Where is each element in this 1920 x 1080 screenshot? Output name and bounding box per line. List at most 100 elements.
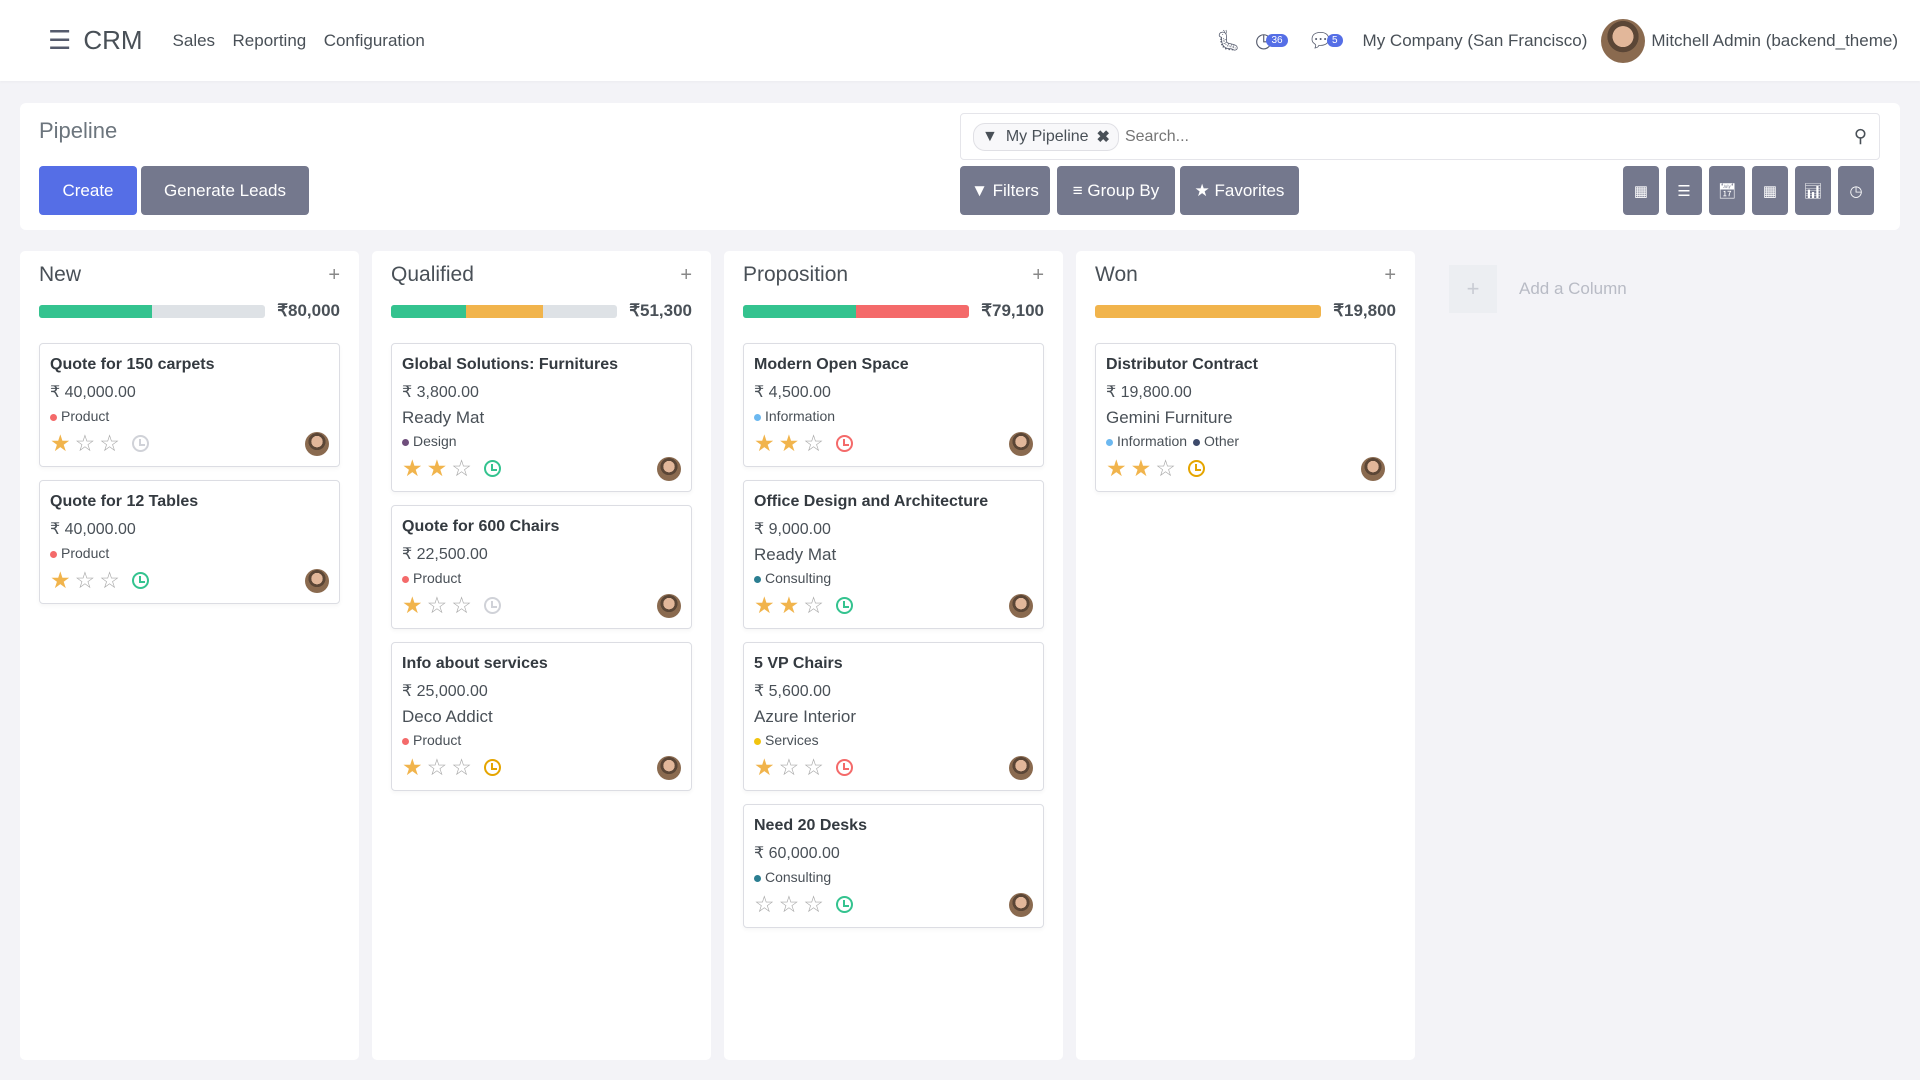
group-by-button[interactable]: ≡ Group By: [1057, 166, 1175, 215]
kanban-card[interactable]: Info about services ₹ 25,000.00 Deco Addi…: [391, 642, 692, 791]
card-tag: Other: [1193, 433, 1239, 449]
kanban-card[interactable]: 5 VP Chairs ₹ 5,600.00 Azure Interior Serv…: [743, 642, 1044, 791]
priority-star-icon[interactable]: ★: [754, 429, 775, 456]
priority-star-icon[interactable]: ☆: [803, 753, 824, 780]
progress-segment[interactable]: [391, 304, 466, 318]
quick-create-plus-icon[interactable]: +: [1032, 263, 1044, 286]
kanban-card[interactable]: Need 20 Desks ₹ 60,000.00 Consulting ☆ ☆ ☆: [743, 804, 1044, 928]
priority-star-icon[interactable]: ☆: [426, 591, 448, 618]
priority-star-icon[interactable]: ☆: [99, 566, 120, 593]
user-avatar[interactable]: [1601, 18, 1646, 63]
view-kanban-button[interactable]: ▦: [1623, 166, 1659, 215]
column-title[interactable]: Won: [1095, 263, 1138, 286]
quick-create-plus-icon[interactable]: +: [1384, 263, 1396, 286]
priority-star-icon[interactable]: ★: [754, 591, 775, 618]
activity-clock-icon[interactable]: [483, 596, 501, 614]
priority-star-icon[interactable]: ★: [50, 429, 71, 456]
menu-reporting[interactable]: Reporting: [232, 30, 307, 50]
favorites-button[interactable]: ★ Favorites: [1180, 166, 1299, 215]
menu-icon[interactable]: ☰: [48, 25, 72, 55]
progress-segment[interactable]: [1095, 304, 1322, 318]
search-input[interactable]: [1124, 127, 1854, 146]
kanban-card[interactable]: Quote for 600 Chairs ₹ 22,500.00 Product ★…: [391, 505, 692, 629]
priority-star-icon[interactable]: ☆: [803, 591, 824, 618]
kanban-card[interactable]: Global Solutions: Furnitures ₹ 3,800.00 R…: [391, 343, 692, 492]
company-switcher[interactable]: My Company (San Francisco): [1362, 30, 1588, 50]
activity-clock-icon[interactable]: [835, 895, 853, 913]
priority-star-icon[interactable]: ★: [754, 753, 775, 780]
card-amount: ₹ 4,500.00: [754, 384, 831, 401]
column-progress-bar[interactable]: [391, 304, 618, 318]
view-graph-button[interactable]: 📊︎: [1795, 166, 1831, 215]
priority-star-icon[interactable]: ★: [50, 566, 71, 593]
priority-star-icon[interactable]: ☆: [1155, 454, 1176, 481]
kanban-card[interactable]: Office Design and Architecture ₹ 9,000.0…: [743, 480, 1044, 629]
quick-create-plus-icon[interactable]: +: [680, 263, 692, 286]
view-calendar-button[interactable]: 📅︎: [1709, 166, 1745, 215]
priority-star-icon[interactable]: ★: [778, 429, 800, 456]
priority-star-icon[interactable]: ☆: [778, 753, 800, 780]
column-progress-bar[interactable]: [743, 304, 970, 318]
messages-icon[interactable]: 💬︎5: [1308, 28, 1349, 53]
progress-segment[interactable]: [743, 304, 857, 318]
priority-star-icon[interactable]: ☆: [74, 429, 96, 456]
activity-clock-icon[interactable]: [483, 758, 501, 776]
priority-star-icon[interactable]: ☆: [803, 429, 824, 456]
progress-segment[interactable]: [39, 304, 153, 318]
priority-star-icon[interactable]: ☆: [426, 753, 448, 780]
priority-star-icon[interactable]: ★: [402, 591, 423, 618]
column-progress-bar[interactable]: [39, 304, 266, 318]
activity-clock-icon[interactable]: [1187, 459, 1205, 477]
priority-star-icon[interactable]: ☆: [754, 890, 775, 917]
activity-clock-icon[interactable]: [835, 758, 853, 776]
menu-sales[interactable]: Sales: [172, 30, 216, 50]
search-icon[interactable]: ⚲: [1853, 126, 1867, 146]
activity-clock-icon[interactable]: [131, 571, 149, 589]
filters-button[interactable]: ▼ Filters: [960, 166, 1050, 215]
priority-star-icon[interactable]: ☆: [74, 566, 96, 593]
priority-star-icon[interactable]: ★: [1106, 454, 1127, 481]
activity-clock-icon[interactable]: [483, 459, 501, 477]
priority-star-icon[interactable]: ★: [426, 454, 448, 481]
salesperson-avatar: [1009, 594, 1033, 618]
priority-star-icon[interactable]: ★: [778, 591, 800, 618]
progress-segment[interactable]: [856, 304, 970, 318]
priority-star-icon[interactable]: ★: [402, 454, 423, 481]
column-progress-bar[interactable]: [1095, 304, 1322, 318]
activity-clock-icon[interactable]: [131, 434, 149, 452]
priority-star-icon[interactable]: ★: [402, 753, 423, 780]
card-tag: Product: [402, 570, 461, 586]
activity-clock-icon[interactable]: [835, 596, 853, 614]
kanban-card[interactable]: Modern Open Space ₹ 4,500.00 Information ★…: [743, 343, 1044, 467]
priority-star-icon[interactable]: ☆: [451, 753, 472, 780]
column-title[interactable]: New: [39, 263, 82, 286]
view-list-button[interactable]: ☰: [1666, 166, 1702, 215]
view-activity-button[interactable]: ◷: [1838, 166, 1874, 215]
priority-star-icon[interactable]: ☆: [803, 890, 824, 917]
app-name[interactable]: CRM: [83, 25, 143, 55]
menu-configuration[interactable]: Configuration: [323, 30, 425, 50]
priority-star-icon[interactable]: ☆: [99, 429, 120, 456]
kanban-card[interactable]: Quote for 12 Tables ₹ 40,000.00 Product ★ ☆…: [39, 480, 340, 604]
column-title[interactable]: Qualified: [391, 263, 474, 286]
priority-star-icon[interactable]: ★: [1130, 454, 1152, 481]
kanban-column: Proposition + ₹79,100 Modern Open Space ₹…: [724, 251, 1063, 1060]
priority-star-icon[interactable]: ☆: [451, 591, 472, 618]
activity-clock-icon[interactable]: ◷36: [1255, 28, 1294, 53]
kanban-card[interactable]: Quote for 150 carpets ₹ 40,000.00 Product…: [39, 343, 340, 467]
bug-icon[interactable]: 🐛︎: [1215, 30, 1241, 52]
add-column[interactable]: + Add a Column: [1449, 265, 1627, 313]
quick-create-plus-icon[interactable]: +: [328, 263, 340, 286]
progress-segment[interactable]: [465, 304, 543, 318]
priority-star-icon[interactable]: ☆: [451, 454, 472, 481]
priority-star-icon[interactable]: ☆: [778, 890, 800, 917]
user-menu[interactable]: Mitchell Admin (backend_theme): [1651, 30, 1898, 50]
view-pivot-button[interactable]: ▦: [1752, 166, 1788, 215]
create-button[interactable]: Create: [39, 166, 137, 215]
generate-leads-button[interactable]: Generate Leads: [141, 166, 309, 215]
remove-facet-icon[interactable]: ✖: [1096, 128, 1110, 146]
activity-clock-icon[interactable]: [835, 434, 853, 452]
column-title[interactable]: Proposition: [743, 263, 849, 286]
tag-dot: [754, 414, 761, 421]
kanban-card[interactable]: Distributor Contract ₹ 19,800.00 Gemini F…: [1095, 343, 1396, 492]
